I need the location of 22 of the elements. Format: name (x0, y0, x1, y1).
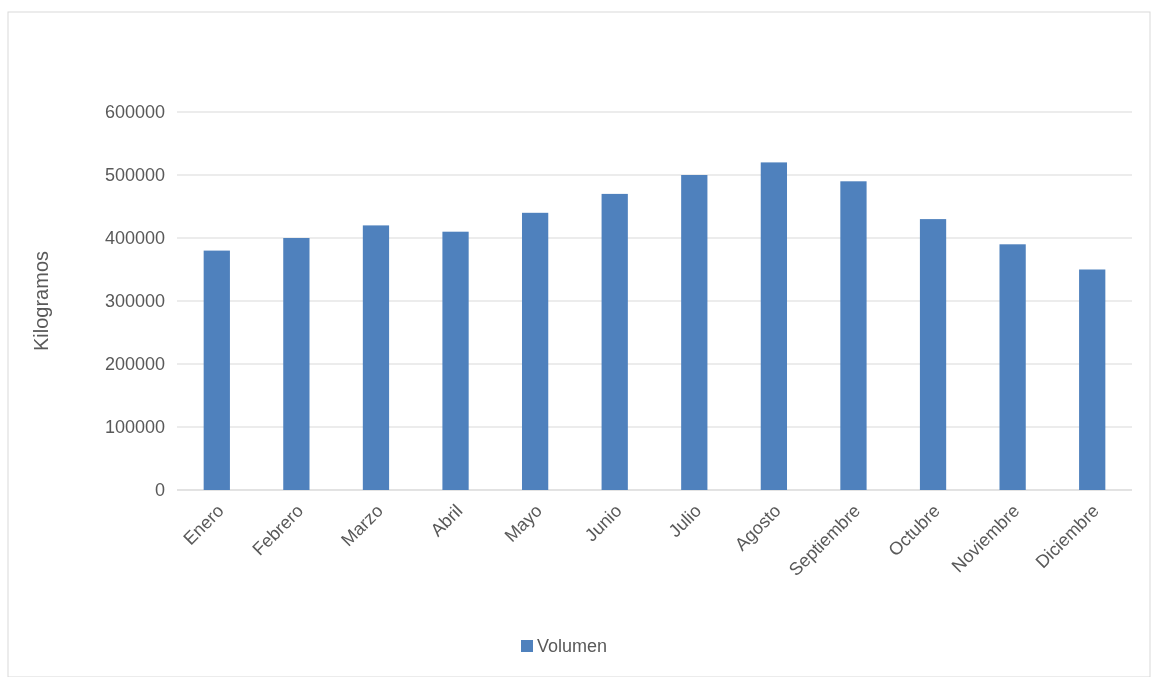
y-tick-label: 400000 (104, 228, 165, 249)
bar (601, 193, 628, 490)
y-tick-label: 200000 (104, 354, 165, 375)
bar (362, 225, 390, 490)
y-axis-title: Kilogramos (30, 250, 52, 352)
bar (283, 238, 310, 490)
legend-label: Volumen (537, 636, 608, 657)
bar (999, 244, 1026, 490)
bar (681, 175, 708, 490)
bar (203, 250, 230, 490)
bar (760, 162, 788, 490)
x-tick-label: Julio (664, 500, 706, 542)
y-tick-label: 500000 (104, 165, 165, 186)
y-tick-label: 100000 (104, 417, 165, 438)
bar (1079, 269, 1106, 490)
bar (919, 219, 947, 490)
y-tick-label: 600000 (104, 102, 165, 123)
y-tick-label: 300000 (104, 291, 165, 312)
y-tick-label: 0 (154, 480, 165, 501)
bar (840, 181, 867, 490)
bar (442, 231, 469, 490)
bar (521, 212, 549, 490)
